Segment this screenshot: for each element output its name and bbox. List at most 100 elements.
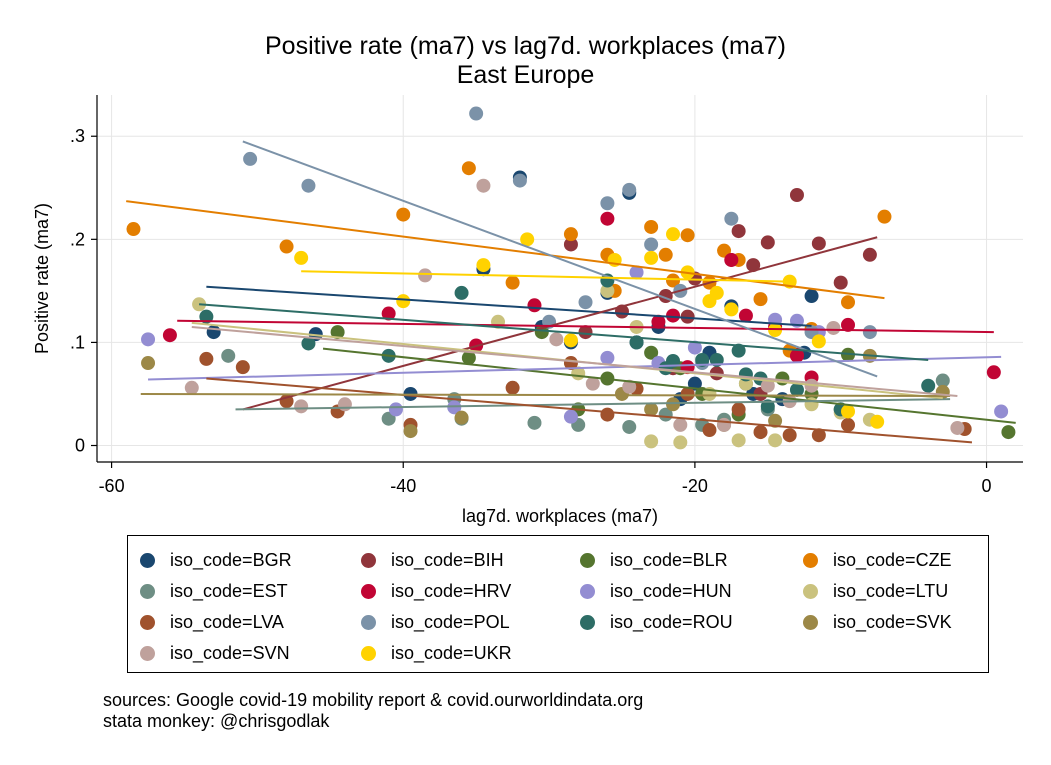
legend-label: iso_code=HRV — [391, 580, 512, 601]
legend-item: iso_code=BIH — [361, 546, 504, 574]
data-point — [126, 222, 141, 237]
data-point — [199, 351, 214, 366]
data-point — [243, 151, 258, 166]
data-point — [396, 294, 411, 309]
data-point — [600, 196, 615, 211]
legend-item: iso_code=POL — [361, 608, 510, 636]
legend-item: iso_code=CZE — [803, 546, 952, 574]
fit-line — [242, 236, 878, 411]
data-point — [760, 378, 775, 393]
legend-label: iso_code=BGR — [170, 549, 292, 570]
fit-line — [191, 325, 958, 398]
data-point — [644, 237, 659, 252]
data-point — [950, 420, 965, 435]
data-point — [738, 308, 753, 323]
legend-item: iso_code=ROU — [580, 608, 733, 636]
data-point — [709, 285, 724, 300]
legend-item: iso_code=HUN — [580, 577, 732, 605]
data-point — [687, 340, 702, 355]
legend-label: iso_code=HUN — [610, 580, 732, 601]
legend-label: iso_code=CZE — [833, 549, 952, 570]
data-point — [549, 332, 564, 347]
data-point — [162, 328, 177, 343]
legend-label: iso_code=UKR — [391, 642, 512, 663]
data-point — [644, 250, 659, 265]
x-tick-label: -20 — [682, 476, 708, 496]
legend-label: iso_code=LTU — [833, 580, 949, 601]
data-point — [877, 209, 892, 224]
data-point — [841, 317, 856, 332]
data-point — [418, 268, 433, 283]
fit-line — [206, 285, 812, 327]
data-point — [235, 360, 250, 375]
legend-label: iso_code=EST — [170, 580, 288, 601]
data-point — [600, 407, 615, 422]
data-point — [841, 417, 856, 432]
data-point — [476, 258, 491, 273]
data-point — [811, 428, 826, 443]
data-point — [862, 247, 877, 262]
data-point — [301, 336, 316, 351]
data-point — [454, 285, 469, 300]
fit-line — [199, 303, 929, 361]
data-point — [141, 332, 156, 347]
data-point — [666, 273, 681, 288]
data-point — [629, 265, 644, 280]
data-point — [862, 325, 877, 340]
data-point — [294, 250, 309, 265]
data-point — [563, 333, 578, 348]
data-point — [505, 380, 520, 395]
data-point — [680, 309, 695, 324]
data-point — [768, 413, 783, 428]
legend-item: iso_code=SVK — [803, 608, 952, 636]
legend-marker — [803, 614, 818, 630]
data-point — [666, 397, 681, 412]
data-point — [833, 275, 848, 290]
data-point — [768, 433, 783, 448]
data-point — [658, 247, 673, 262]
legend-marker — [361, 583, 376, 599]
data-point — [731, 343, 746, 358]
fit-line — [148, 355, 1002, 381]
data-point — [454, 410, 469, 425]
data-point — [841, 404, 856, 419]
legend-marker — [140, 552, 155, 568]
fit-line — [301, 270, 790, 283]
fit-line — [126, 200, 885, 300]
legend-label: iso_code=SVK — [833, 611, 952, 632]
data-point — [789, 382, 804, 397]
data-point — [753, 292, 768, 307]
data-point — [469, 106, 484, 121]
data-point — [578, 325, 593, 340]
legend-item: iso_code=BGR — [140, 546, 292, 574]
data-point — [330, 325, 345, 340]
data-point — [622, 379, 637, 394]
data-point — [789, 187, 804, 202]
data-point — [578, 295, 593, 310]
data-point — [826, 320, 841, 335]
data-point — [141, 356, 156, 371]
data-point — [841, 295, 856, 310]
x-tick-label: -60 — [99, 476, 125, 496]
legend-marker — [580, 583, 595, 599]
data-point — [673, 435, 688, 450]
data-point — [600, 350, 615, 365]
fit-line — [235, 398, 951, 411]
data-point — [804, 289, 819, 304]
data-point — [527, 415, 542, 430]
legend-marker — [580, 552, 595, 568]
data-point — [804, 397, 819, 412]
legend-item: iso_code=EST — [140, 577, 288, 605]
fit-line — [242, 140, 878, 378]
legend-item: iso_code=UKR — [361, 639, 512, 667]
fit-line — [140, 392, 951, 398]
data-point — [731, 402, 746, 417]
data-point — [622, 419, 637, 434]
data-point — [184, 380, 199, 395]
data-point — [563, 237, 578, 252]
data-point — [870, 414, 885, 429]
fit-line — [322, 347, 1016, 424]
data-point — [563, 409, 578, 424]
data-point — [279, 239, 294, 254]
legend-marker — [140, 614, 155, 630]
